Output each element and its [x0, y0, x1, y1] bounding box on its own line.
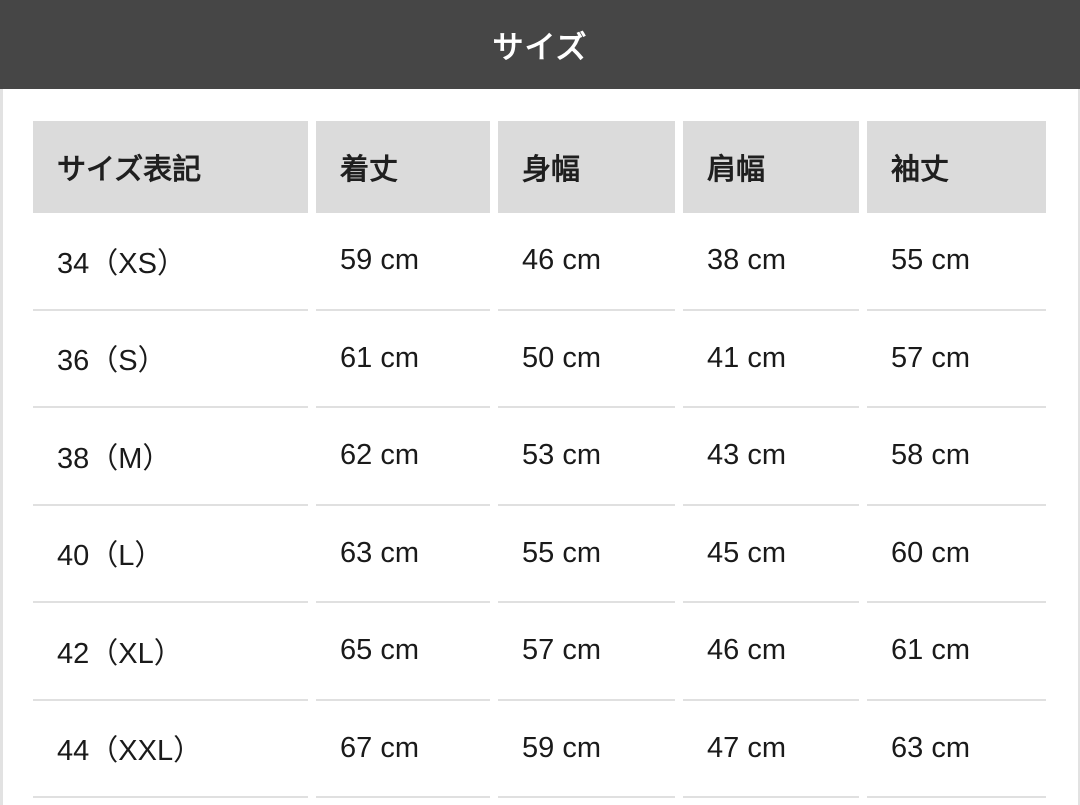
table-row: 34（XS） 59 cm 46 cm 38 cm 55 cm: [33, 213, 1048, 311]
measurement-cell: 57 cm: [498, 603, 675, 701]
measurement-cell: 53 cm: [498, 408, 675, 506]
table-row: 40（L） 63 cm 55 cm 45 cm 60 cm: [33, 506, 1048, 603]
column-header-size-label: サイズ表記: [33, 121, 308, 213]
measurement-cell: 60 cm: [867, 506, 1046, 603]
table-row: 42（XL） 65 cm 57 cm 46 cm 61 cm: [33, 603, 1048, 701]
column-header-sleeve-length: 袖丈: [867, 121, 1046, 213]
measurement-cell: 59 cm: [316, 213, 490, 311]
measurement-cell: 63 cm: [316, 506, 490, 603]
column-header-shoulder-width: 肩幅: [683, 121, 859, 213]
size-cell: 42（XL）: [33, 603, 308, 701]
size-table: サイズ表記 着丈 身幅 肩幅 袖丈 34（XS） 59 cm 46 cm 38 …: [33, 121, 1048, 798]
measurement-cell: 61 cm: [316, 311, 490, 408]
measurement-cell: 46 cm: [498, 213, 675, 311]
measurement-cell: 61 cm: [867, 603, 1046, 701]
measurement-cell: 62 cm: [316, 408, 490, 506]
measurement-cell: 47 cm: [683, 701, 859, 798]
column-header-body-width: 身幅: [498, 121, 675, 213]
table-row: 38（M） 62 cm 53 cm 43 cm 58 cm: [33, 408, 1048, 506]
size-cell: 36（S）: [33, 311, 308, 408]
size-cell: 44（XXL）: [33, 701, 308, 798]
table-header-row: サイズ表記 着丈 身幅 肩幅 袖丈: [33, 121, 1048, 213]
measurement-cell: 67 cm: [316, 701, 490, 798]
table-row: 44（XXL） 67 cm 59 cm 47 cm 63 cm: [33, 701, 1048, 798]
measurement-cell: 50 cm: [498, 311, 675, 408]
size-cell: 40（L）: [33, 506, 308, 603]
table-row: 36（S） 61 cm 50 cm 41 cm 57 cm: [33, 311, 1048, 408]
column-header-length: 着丈: [316, 121, 490, 213]
measurement-cell: 59 cm: [498, 701, 675, 798]
measurement-cell: 43 cm: [683, 408, 859, 506]
measurement-cell: 63 cm: [867, 701, 1046, 798]
size-cell: 38（M）: [33, 408, 308, 506]
measurement-cell: 46 cm: [683, 603, 859, 701]
content-area: サイズ表記 着丈 身幅 肩幅 袖丈 34（XS） 59 cm 46 cm 38 …: [0, 89, 1080, 805]
measurement-cell: 58 cm: [867, 408, 1046, 506]
measurement-cell: 55 cm: [867, 213, 1046, 311]
measurement-cell: 41 cm: [683, 311, 859, 408]
measurement-cell: 55 cm: [498, 506, 675, 603]
measurement-cell: 45 cm: [683, 506, 859, 603]
measurement-cell: 65 cm: [316, 603, 490, 701]
title-bar: サイズ: [0, 0, 1080, 89]
measurement-cell: 57 cm: [867, 311, 1046, 408]
measurement-cell: 38 cm: [683, 213, 859, 311]
page-title: サイズ: [492, 30, 588, 65]
size-cell: 34（XS）: [33, 213, 308, 311]
